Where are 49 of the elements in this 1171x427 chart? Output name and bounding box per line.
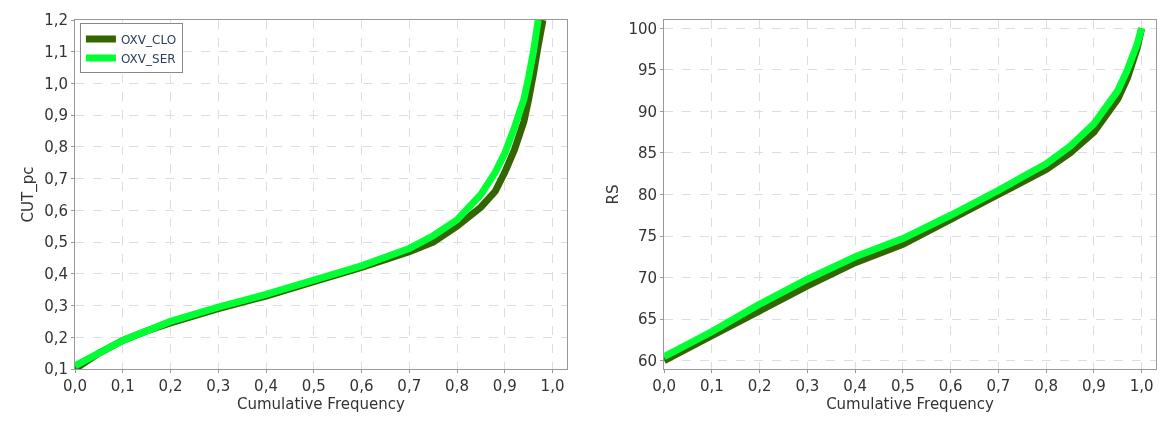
y-tick-label: 0,1 <box>44 360 68 379</box>
x-tick-label: 0,2 <box>158 377 183 395</box>
x-tick-label: 0,6 <box>349 377 374 395</box>
x-tick-label: 0,0 <box>652 377 677 395</box>
y-tick-label: 1,2 <box>44 11 68 30</box>
x-tick-label: 0,4 <box>843 377 868 395</box>
x-tick-label: 0,7 <box>397 377 422 395</box>
x-axis-title: Cumulative Frequency <box>236 395 405 413</box>
legend-label: OXV_SER <box>120 51 176 66</box>
x-tick-label: 0,9 <box>492 377 517 395</box>
y-tick-label: 65 <box>638 310 658 329</box>
y-axis-title: RS <box>603 184 622 205</box>
x-tick-label: 0,6 <box>938 377 963 395</box>
y-tick-label: 60 <box>638 351 658 370</box>
x-tick-label: 0,3 <box>206 377 231 395</box>
x-axis-title: Cumulative Frequency <box>826 395 995 413</box>
y-tick-label: 85 <box>638 144 658 163</box>
y-tick-label: 0,4 <box>44 265 68 284</box>
x-tick-label: 0,1 <box>110 377 135 395</box>
y-tick-label: 0,5 <box>44 233 68 252</box>
x-tick-label: 0,9 <box>1082 377 1106 395</box>
x-tick-label: 0,5 <box>301 377 326 395</box>
x-tick-label: 0,1 <box>699 377 724 395</box>
y-tick-label: 0,8 <box>44 138 68 157</box>
y-tick-label: 1,0 <box>44 74 68 93</box>
y-tick-label: 75 <box>638 227 658 246</box>
x-tick-label: 0,8 <box>445 377 469 395</box>
y-tick-label: 0,2 <box>44 328 68 347</box>
y-tick-label: 70 <box>638 268 658 287</box>
x-tick-label: 1,0 <box>1129 377 1154 395</box>
legend-label: OXV_CLO <box>120 32 177 47</box>
y-tick-label: 0,9 <box>44 106 68 125</box>
x-tick-label: 0,3 <box>795 377 820 395</box>
y-tick-label: 95 <box>638 61 658 80</box>
x-tick-label: 0,5 <box>890 377 915 395</box>
y-tick-label: 1,1 <box>44 42 68 61</box>
x-tick-label: 0,2 <box>747 377 772 395</box>
x-tick-label: 0,7 <box>986 377 1011 395</box>
y-tick-label: 80 <box>638 185 658 204</box>
y-axis-title: CUT_pc <box>19 166 39 223</box>
x-tick-label: 0,8 <box>1034 377 1059 395</box>
y-tick-label: 0,6 <box>44 201 68 220</box>
y-tick-label: 100 <box>628 19 658 38</box>
x-tick-label: 1,0 <box>540 377 565 395</box>
y-tick-label: 90 <box>638 102 658 121</box>
x-tick-label: 0,4 <box>254 377 278 395</box>
y-tick-label: 0,7 <box>44 169 68 188</box>
y-tick-label: 0,3 <box>44 296 68 315</box>
x-tick-label: 0,0 <box>63 377 87 395</box>
